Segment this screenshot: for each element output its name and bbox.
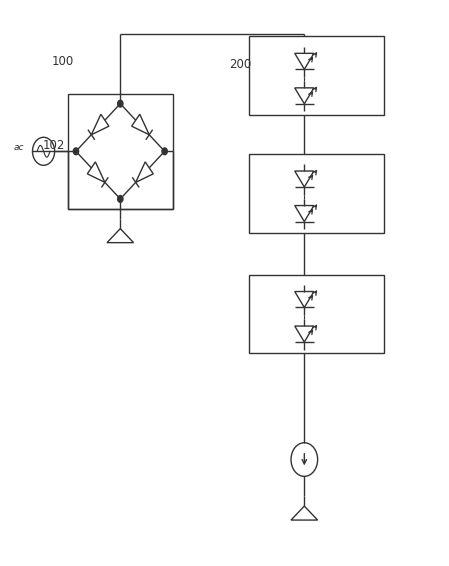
Circle shape [162, 148, 167, 155]
Text: 200: 200 [229, 58, 251, 71]
Text: 102: 102 [43, 139, 65, 152]
Circle shape [118, 196, 123, 202]
Bar [249, 154, 384, 233]
Circle shape [118, 100, 123, 107]
Text: ac: ac [14, 143, 24, 152]
Bar [249, 36, 384, 115]
Text: 100: 100 [52, 54, 74, 67]
Circle shape [73, 148, 79, 155]
Bar [249, 275, 384, 353]
Bar [68, 93, 172, 209]
